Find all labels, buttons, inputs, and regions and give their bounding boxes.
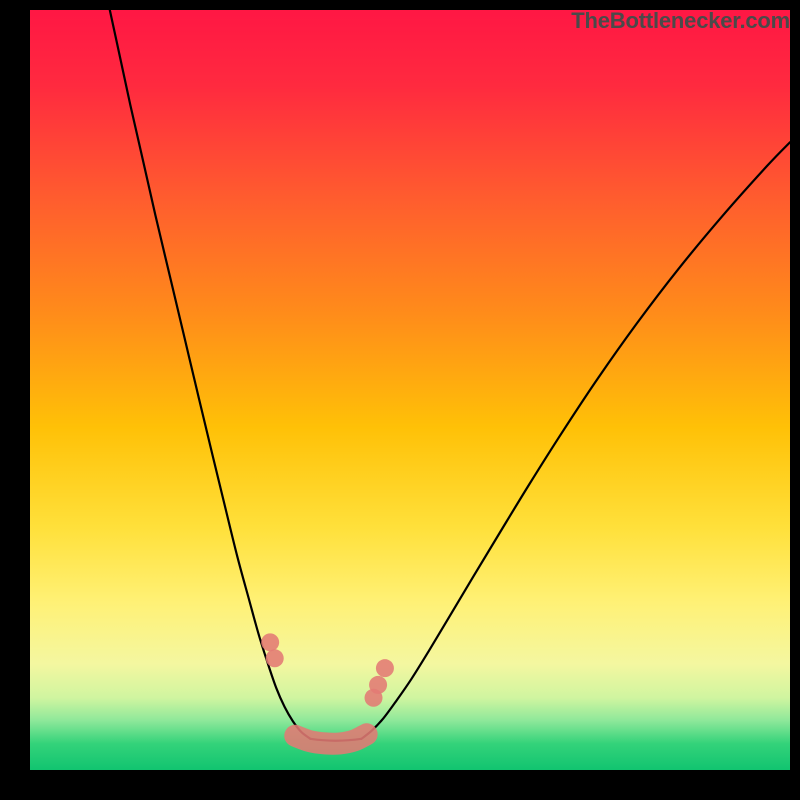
plot-svg (30, 10, 790, 770)
gradient-background (30, 10, 790, 770)
right-marker-2 (376, 659, 394, 677)
left-marker-0 (261, 633, 279, 651)
watermark-text: TheBottlenecker.com (571, 8, 790, 34)
right-marker-1 (369, 676, 387, 694)
left-marker-1 (266, 649, 284, 667)
plot-area (30, 10, 790, 770)
bottom-marker-blob (295, 734, 366, 743)
